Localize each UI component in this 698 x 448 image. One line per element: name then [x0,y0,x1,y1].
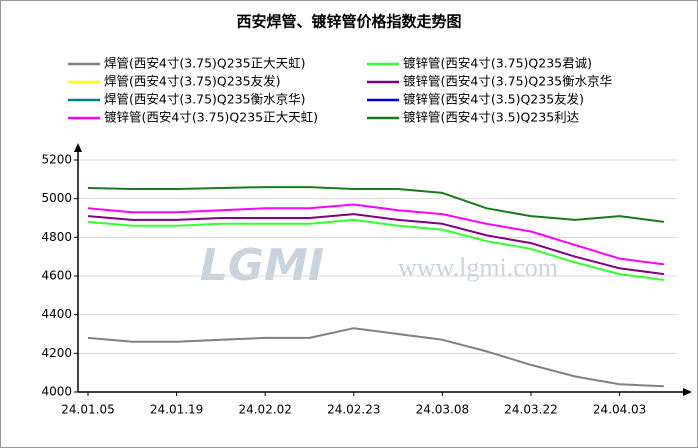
watermark-url: www.lgmi.com [398,253,558,282]
x-arrow [683,388,692,396]
x-tick-label: 24.01.19 [150,403,203,417]
legend-label: 镀锌管(西安4寸(3.75)Q235衡水京华 [403,74,612,89]
series-line [87,213,665,276]
x-tick-label: 24.03.08 [416,403,469,417]
series-line [87,203,665,266]
legend-label: 镀锌管(西安4寸(3.75)Q235正大天虹) [104,110,318,125]
legend-label: 镀锌管(西安4寸(3.5)Q235友发) [403,92,584,107]
watermark-logo: LGMI [200,240,324,291]
x-tick-label: 24.04.03 [593,403,646,417]
x-tick-label: 24.02.02 [238,403,291,417]
y-tick-label: 4200 [41,346,72,360]
series-line [87,218,665,281]
legend-label: 焊管(西安4寸(3.75)Q235正大天虹) [104,56,306,71]
y-tick-label: 4600 [41,269,72,283]
y-tick-label: 4000 [41,385,72,399]
y-tick-label: 4400 [41,307,72,321]
y-tick-label: 5200 [41,153,72,167]
x-tick-label: 24.03.22 [504,403,557,417]
legend-label: 焊管(西安4寸(3.75)Q235衡水京华) [104,92,306,107]
legend-label: 焊管(西安4寸(3.75)Q235友发) [104,74,281,89]
x-tick-label: 24.01.05 [61,403,114,417]
legend-label: 镀锌管(西安4寸(3.5)Q235利达 [403,110,580,125]
chart-title: 西安焊管、镀锌管价格指数走势图 [236,13,461,31]
y-arrow [74,143,82,152]
series-line [87,186,665,223]
x-tick-label: 24.02.23 [327,403,380,417]
legend-label: 镀锌管(西安4寸(3.75)Q235君诚) [403,56,592,71]
series-line [87,327,664,388]
y-tick-label: 5000 [41,191,72,205]
y-tick-label: 4800 [41,230,72,244]
